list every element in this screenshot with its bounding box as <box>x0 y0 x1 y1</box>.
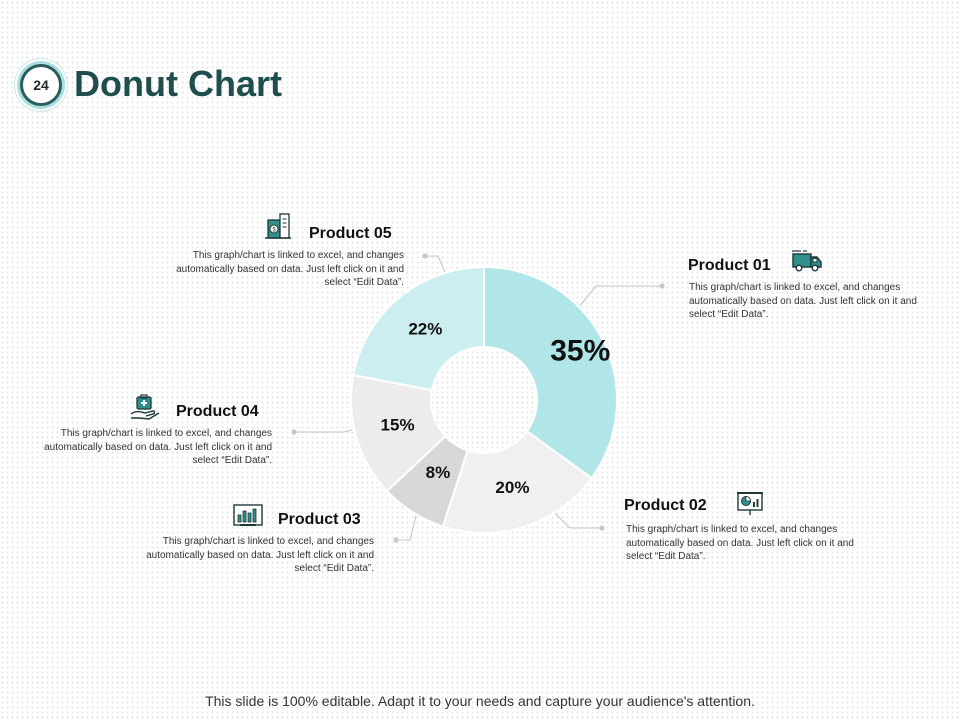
delivery-truck-icon <box>792 250 822 272</box>
money-building-icon: $ <box>265 213 291 239</box>
product-02-description: This graph/chart is linked to excel, and… <box>626 524 854 562</box>
leader-dot-p4 <box>291 429 297 435</box>
slice-value-label-3: 8% <box>426 463 451 482</box>
leader-lines <box>291 253 665 543</box>
leader-dot-p2 <box>599 525 605 531</box>
product-01-title: Product 01 <box>688 257 771 274</box>
footer-note: This slide is 100% editable. Adapt it to… <box>205 693 755 709</box>
product-03-title: Product 03 <box>278 511 361 528</box>
leader-line-p5 <box>427 255 446 273</box>
product-05-description: This graph/chart is linked to excel, and… <box>176 250 404 288</box>
slice-value-label-4: 15% <box>381 416 415 435</box>
bar-chart-screen-icon <box>233 504 263 526</box>
donut-slice-5 <box>352 265 485 392</box>
leader-dot-p5 <box>422 253 428 259</box>
leader-dot-p1 <box>659 283 665 289</box>
product-05-title: Product 05 <box>309 225 392 242</box>
leader-line-p3 <box>398 507 419 541</box>
donut-slice-4 <box>350 373 447 493</box>
leader-line-p2 <box>554 512 600 529</box>
leader-line-p1 <box>577 285 660 309</box>
donut-slice-2 <box>441 429 593 534</box>
product-03-description: This graph/chart is linked to excel, and… <box>146 536 374 574</box>
hand-medical-kit-icon <box>130 394 160 420</box>
slide-title: Donut Chart <box>74 63 282 104</box>
slice-value-label-2: 20% <box>495 478 529 497</box>
product-04-description: This graph/chart is linked to excel, and… <box>44 428 272 466</box>
slice-value-label-1: 35% <box>550 334 610 367</box>
svg-text:$: $ <box>272 228 276 234</box>
leader-line-p4 <box>296 429 353 433</box>
leader-dot-p3 <box>393 537 399 543</box>
donut-slice-1 <box>483 265 618 480</box>
slide-number-badge: 24 <box>20 64 62 106</box>
presentation-board-icon <box>737 492 763 515</box>
slice-value-label-5: 22% <box>408 320 442 339</box>
product-04-title: Product 04 <box>176 403 259 420</box>
product-02-title: Product 02 <box>624 497 707 514</box>
product-01-description: This graph/chart is linked to excel, and… <box>689 282 917 320</box>
